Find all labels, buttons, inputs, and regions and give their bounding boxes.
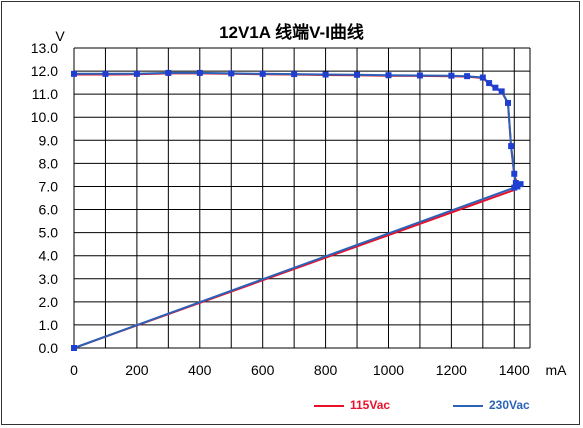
data-point-230vac [71, 70, 77, 77]
legend-label-230vac: 230Vac [489, 398, 530, 412]
y-tick-label: 7.0 [39, 178, 59, 194]
chart-grid [73, 47, 531, 349]
legend-label-115vac: 115Vac [350, 398, 391, 412]
data-point-230vac [511, 184, 518, 191]
x-tick-label: 1200 [436, 362, 467, 378]
data-point-230vac [517, 181, 524, 188]
data-point-230vac [448, 72, 455, 79]
x-tick-label: 800 [314, 362, 338, 378]
y-tick-label: 2.0 [39, 294, 59, 310]
x-tick-label: 600 [251, 362, 275, 378]
data-point-230vac [511, 170, 518, 177]
legend-swatch-115vac [314, 405, 344, 407]
x-tick-label: 200 [125, 362, 149, 378]
data-point-230vac [165, 69, 172, 76]
y-tick-label: 8.0 [39, 155, 59, 171]
data-point-230vac [259, 70, 266, 77]
series-line-230vac [73, 71, 522, 349]
chart-title: 12V1A 线端V-I曲线 [219, 23, 364, 42]
data-point-230vac [498, 88, 505, 95]
y-tick-label: 6.0 [39, 202, 59, 218]
x-tick-label: 0 [70, 362, 78, 378]
data-point-230vac [504, 99, 511, 106]
y-tick-label: 13.0 [31, 40, 58, 56]
data-point-230vac [514, 183, 521, 190]
data-point-230vac [133, 70, 140, 77]
y-tick-label: 11.0 [32, 86, 58, 102]
y-tick-label: 12.0 [31, 63, 58, 79]
data-point-230vac [416, 72, 423, 79]
data-point-230vac [196, 69, 203, 76]
y-tick-label: 4.0 [39, 248, 59, 264]
data-point-230vac [354, 71, 361, 78]
data-point-230vac [291, 71, 298, 78]
data-point-230vac [464, 73, 471, 80]
x-tick-label: 400 [188, 362, 212, 378]
data-point-230vac [479, 74, 486, 81]
y-tick-label: 10.0 [31, 109, 58, 125]
data-point-230vac [508, 143, 515, 150]
data-point-230vac [385, 72, 392, 79]
x-tick-label: 1400 [499, 362, 530, 378]
x-tick-label: 1000 [373, 362, 404, 378]
series-230vac [71, 69, 524, 351]
data-point-230vac [71, 345, 77, 351]
chart-series-layer [71, 69, 524, 351]
data-point-230vac [486, 80, 493, 87]
data-point-230vac [492, 84, 499, 91]
data-point-230vac [512, 180, 519, 186]
y-tick-label: 5.0 [39, 225, 59, 241]
y-tick-label: 9.0 [39, 132, 59, 148]
legend-swatch-230vac [453, 405, 483, 407]
y-tick-label: 1.0 [39, 317, 59, 333]
data-point-230vac [102, 70, 109, 77]
x-axis-label: mA [546, 362, 568, 378]
data-point-230vac [228, 70, 235, 77]
chart-axes: 0.0 1.0 2.0 3.0 4.0 5.0 6.0 7.0 8.0 9.0 10.0 11.0 12… [31, 40, 530, 378]
data-point-230vac [322, 71, 329, 78]
y-tick-label: 0.0 [39, 340, 59, 356]
y-tick-label: 3.0 [39, 271, 59, 287]
y-axis-label: V [55, 28, 65, 44]
